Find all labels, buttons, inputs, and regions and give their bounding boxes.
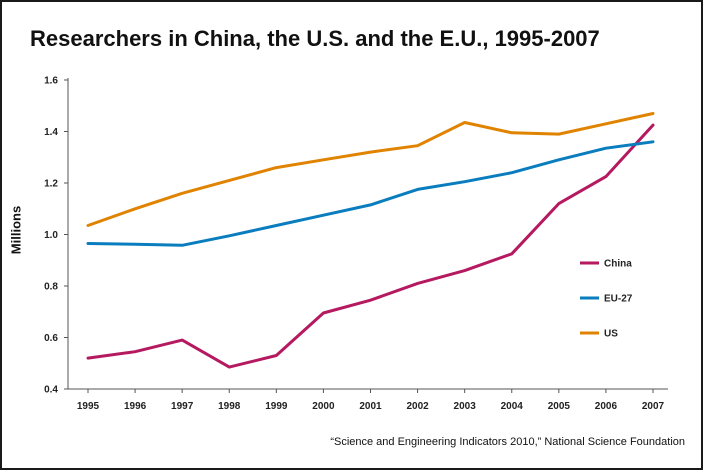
y-tick-label: 1.6 xyxy=(44,76,58,87)
series-line-us xyxy=(86,112,655,227)
axes: 0.4 0.6 0.8 1.0 1.2 1.4 1.6 1995 1996 1997 1998 199… xyxy=(44,76,668,412)
x-tick-label: 1995 xyxy=(77,401,100,412)
x-tick-label: 2000 xyxy=(312,401,335,412)
chart-title: Researchers in China, the U.S. and the E… xyxy=(30,26,600,51)
x-tick-label: 2007 xyxy=(642,401,665,412)
x-tick-label: 1996 xyxy=(124,401,147,412)
x-tick-label: 2002 xyxy=(406,401,429,412)
y-tick-label: 0.8 xyxy=(44,282,58,293)
x-tick-label: 1999 xyxy=(265,401,288,412)
x-tick-label: 2003 xyxy=(454,401,477,412)
y-tick-label: 1.0 xyxy=(44,230,58,241)
series-line-china xyxy=(86,123,655,369)
x-tick-label: 2004 xyxy=(501,401,524,412)
y-tick-label: 0.6 xyxy=(44,333,58,344)
x-tick-label: 1998 xyxy=(218,401,241,412)
x-tick-label: 2001 xyxy=(359,401,382,412)
source-note: “Science and Engineering Indicators 2010… xyxy=(330,436,685,448)
legend-label-eu-27: EU-27 xyxy=(604,294,633,305)
y-tick-label: 1.2 xyxy=(44,179,58,190)
series-lines xyxy=(86,112,655,369)
legend-label-china: China xyxy=(604,259,632,270)
y-tick-label: 1.4 xyxy=(44,127,58,138)
x-tick-label: 2005 xyxy=(548,401,571,412)
series-line-eu-27 xyxy=(86,140,655,247)
x-tick-label: 2006 xyxy=(595,401,618,412)
legend: China EU-27 US xyxy=(580,259,633,340)
y-tick-label: 0.4 xyxy=(44,385,58,396)
legend-label-us: US xyxy=(604,329,618,340)
x-tick-label: 1997 xyxy=(171,401,194,412)
